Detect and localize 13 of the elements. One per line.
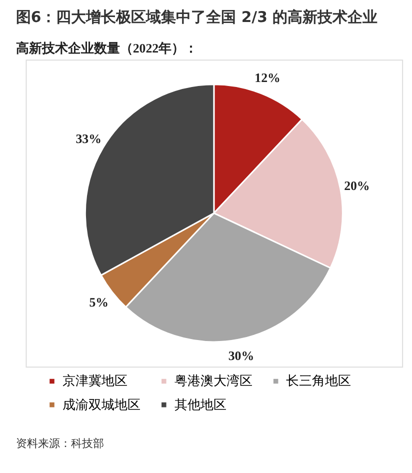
data-label: 33% xyxy=(76,132,102,146)
legend-label: 京津冀地区 xyxy=(62,374,128,388)
data-label: 20% xyxy=(344,178,370,193)
text: 资料来源：科技部 xyxy=(16,436,104,450)
legend-label: 其他地区 xyxy=(174,398,226,412)
legend-label: 成渝双城地区 xyxy=(62,398,140,412)
data-label: 5% xyxy=(89,295,109,310)
data-label: 30% xyxy=(228,349,254,364)
chart-title: 图6：四大增长极区域集中了全国 2/3 的高新技术企业 xyxy=(16,8,378,26)
legend-label: 粤港澳大湾区 xyxy=(174,373,252,388)
legend-label: 长三角地区 xyxy=(286,374,352,388)
data-label: 12% xyxy=(254,70,280,85)
chart-subtitle: 高新技术企业数量（2022年）： xyxy=(16,40,198,56)
